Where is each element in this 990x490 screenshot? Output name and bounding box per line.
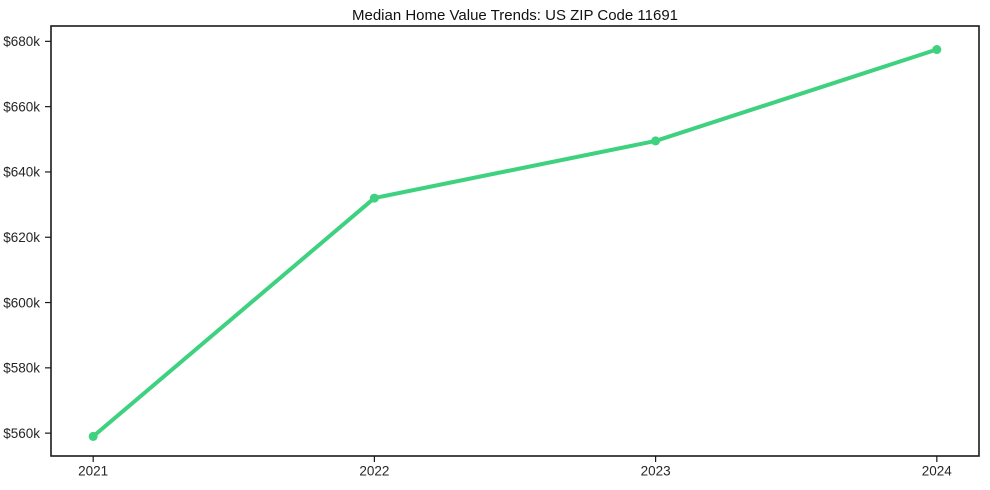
data-point-2023 (651, 136, 661, 146)
data-point-2022 (369, 193, 379, 203)
y-tick-label: $680k (3, 34, 40, 49)
x-tick-label: 2024 (922, 464, 953, 479)
x-tick-label: 2023 (641, 464, 671, 479)
x-tick-label: 2022 (359, 464, 389, 479)
trend-line (91, 47, 939, 439)
plot-frame (50, 25, 980, 457)
x-tick-label: 2021 (78, 464, 108, 479)
y-tick-label: $600k (3, 295, 40, 310)
y-tick-label: $640k (3, 165, 40, 180)
chart-title: Median Home Value Trends: US ZIP Code 11… (351, 7, 678, 24)
y-tick-label: $560k (3, 426, 40, 441)
data-point-2024 (932, 45, 942, 55)
y-tick-label: $580k (3, 361, 40, 376)
data-point-2021 (88, 431, 98, 441)
y-tick-label: $620k (3, 230, 40, 245)
y-tick-label: $660k (3, 99, 40, 114)
